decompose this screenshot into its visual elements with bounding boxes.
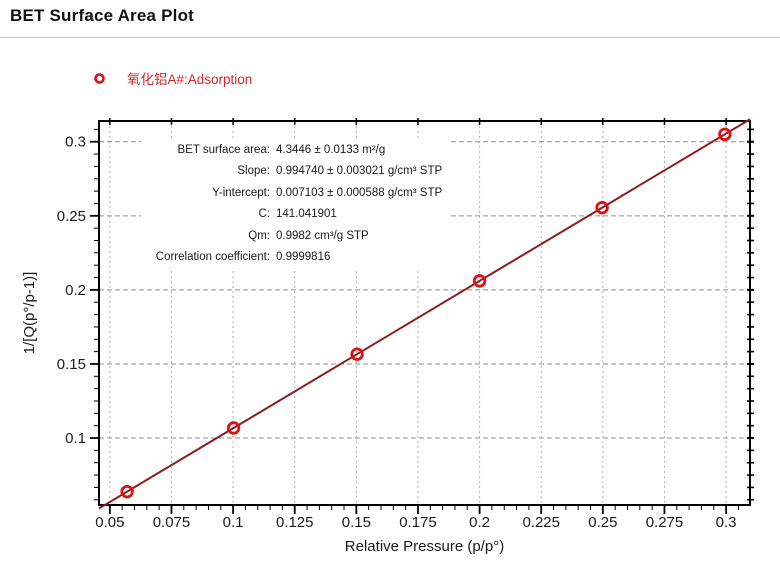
stat-label: Qm: xyxy=(248,229,270,242)
x-tick-label: 0.1 xyxy=(223,514,244,531)
stat-value: 4.3446 ± 0.0133 m²/g xyxy=(276,144,386,156)
fit-statistic-row: Correlation coefficient: 0.9999816 xyxy=(143,247,442,268)
data-point xyxy=(595,200,609,215)
fit-line xyxy=(98,118,751,510)
data-point xyxy=(472,274,487,288)
x-tick-label: 0.3 xyxy=(716,514,737,531)
x-tick-label: 0.15 xyxy=(342,514,371,531)
x-tick-label: 0.225 xyxy=(522,514,560,531)
stat-label: Correlation coefficient: xyxy=(155,251,270,264)
y-tick-label: 0.15 xyxy=(57,356,86,373)
x-tick-label: 0.125 xyxy=(276,514,314,531)
stat-label: Y-intercept: xyxy=(212,186,270,199)
y-tick-label: 0.1 xyxy=(65,430,86,447)
x-tick-label: 0.175 xyxy=(399,514,437,531)
y-tick-label: 0.3 xyxy=(65,134,86,151)
fit-statistic-row: Slope: 0.994740 ± 0.003021 g/cm³ STP xyxy=(143,161,442,182)
legend-label: 氧化铝A#:Adsorption xyxy=(127,72,253,87)
fit-statistics: BET surface area: 4.3446 ± 0.0133 m²/g Slo… xyxy=(141,138,449,271)
x-tick-label: 0.05 xyxy=(95,514,124,531)
stat-label: BET surface area: xyxy=(177,144,270,156)
data-point xyxy=(226,421,241,435)
x-tick-label: 0.075 xyxy=(153,514,191,531)
x-tick-label: 0.25 xyxy=(588,514,617,531)
stat-value: 0.007103 ± 0.000588 g/cm³ STP xyxy=(276,186,443,199)
fit-statistic-row: Qm: 0.9982 cm³/g STP xyxy=(143,226,442,247)
y-axis-label: 1/[Q(p°/p-1)] xyxy=(21,272,38,355)
title-divider xyxy=(0,37,780,38)
legend-open-circle-icon xyxy=(94,72,105,84)
fit-statistic-row: Y-intercept: 0.007103 ± 0.000588 g/cm³ ST… xyxy=(143,183,442,204)
data-point xyxy=(350,347,364,361)
x-axis-label: Relative Pressure (p/p°) xyxy=(345,538,504,555)
y-tick-label: 0.2 xyxy=(65,282,86,299)
stat-value: 0.9982 cm³/g STP xyxy=(276,229,369,242)
legend: 氧化铝A#:Adsorption xyxy=(93,68,252,88)
plot-border xyxy=(98,120,751,506)
page-title: BET Surface Area Plot xyxy=(10,6,195,25)
stat-label: Slope: xyxy=(237,165,270,178)
y-tick-label: 0.25 xyxy=(57,208,86,225)
stat-label: C: xyxy=(258,208,271,221)
fit-statistic-row: BET surface area: 4.3446 ± 0.0133 m²/g xyxy=(143,140,442,161)
stat-value: 0.9999816 xyxy=(276,251,331,264)
stat-value: 141.041901 xyxy=(276,208,337,221)
x-tick-label: 0.275 xyxy=(646,514,684,531)
fit-statistic-row: C: 141.041901 xyxy=(143,204,442,225)
data-point xyxy=(120,484,134,499)
stat-value: 0.994740 ± 0.003021 g/cm³ STP xyxy=(276,165,443,178)
x-tick-label: 0.2 xyxy=(469,514,490,531)
data-point xyxy=(718,127,732,142)
